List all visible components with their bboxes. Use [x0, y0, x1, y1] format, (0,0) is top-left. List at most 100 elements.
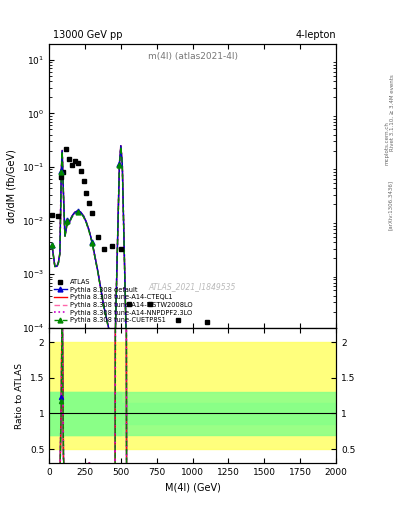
Pythia 8.308 tune-A14-CTEQL1 — [113, 339, 118, 346]
Pythia 8.308 tune-CUETP8S1 — [176, 392, 181, 398]
Pythia 8.308 tune-CUETP8S1 — [55, 264, 59, 270]
Pythia 8.308 tune-A14-NNPDPF2.3LO — [117, 161, 122, 167]
Pythia 8.308 tune-A14-MSTW2008LO — [84, 220, 89, 226]
Pythia 8.308 tune-A14-MSTW2008LO — [124, 353, 129, 359]
ATLAS — [55, 214, 60, 220]
Pythia 8.308 tune-A14-NNPDPF2.3LO — [73, 209, 77, 216]
Pythia 8.308 tune-A14-MSTW2008LO — [75, 208, 80, 215]
Pythia 8.308 default — [53, 263, 57, 269]
Pythia 8.308 tune-A14-MSTW2008LO — [107, 329, 112, 335]
Pythia 8.308 tune-A14-MSTW2008LO — [50, 242, 54, 248]
Pythia 8.308 default — [90, 239, 95, 245]
Pythia 8.308 tune-A14-NNPDPF2.3LO — [113, 340, 118, 346]
Pythia 8.308 tune-CUETP8S1 — [67, 220, 72, 226]
Pythia 8.308 default — [73, 209, 77, 215]
Pythia 8.308 default — [57, 250, 62, 256]
Pythia 8.308 tune-A14-NNPDPF2.3LO — [57, 250, 62, 257]
Bar — [49, 392, 121, 435]
Pythia 8.308 tune-A14-MSTW2008LO — [62, 233, 67, 240]
Pythia 8.308 default — [147, 373, 152, 379]
ATLAS — [87, 200, 92, 206]
Pythia 8.308 tune-A14-MSTW2008LO — [119, 143, 123, 150]
Pythia 8.308 tune-A14-MSTW2008LO — [95, 269, 100, 275]
Pythia 8.308 tune-A14-NNPDPF2.3LO — [81, 213, 86, 219]
Pythia 8.308 tune-A14-NNPDPF2.3LO — [61, 191, 66, 198]
Pythia 8.308 tune-A14-NNPDPF2.3LO — [84, 220, 89, 226]
Text: Rivet 3.1.10, ≥ 3.4M events: Rivet 3.1.10, ≥ 3.4M events — [390, 74, 393, 151]
Pythia 8.308 tune-A14-MSTW2008LO — [70, 214, 74, 220]
Pythia 8.308 tune-A14-CTEQL1 — [53, 263, 57, 269]
Pythia 8.308 tune-A14-CTEQL1 — [62, 233, 67, 239]
Pythia 8.308 tune-A14-CTEQL1 — [87, 228, 92, 234]
Text: 13000 GeV pp: 13000 GeV pp — [53, 30, 123, 40]
ATLAS — [75, 160, 80, 166]
Pythia 8.308 default — [233, 395, 238, 401]
Text: m(4l) (atlas2021-4l): m(4l) (atlas2021-4l) — [147, 52, 238, 61]
Pythia 8.308 default — [55, 263, 59, 269]
Text: mcplots.cern.ch: mcplots.cern.ch — [385, 121, 389, 165]
ATLAS — [78, 168, 83, 174]
Pythia 8.308 default — [84, 219, 89, 225]
Pythia 8.308 tune-A14-MSTW2008LO — [65, 218, 70, 224]
Pythia 8.308 default — [133, 361, 138, 367]
Pythia 8.308 tune-A14-NNPDPF2.3LO — [64, 225, 69, 231]
ATLAS — [58, 174, 63, 180]
Pythia 8.308 tune-A14-CTEQL1 — [55, 263, 59, 269]
Pythia 8.308 tune-A14-CTEQL1 — [90, 239, 95, 245]
Bar — [49, 392, 336, 435]
Pythia 8.308 tune-CUETP8S1 — [73, 210, 77, 216]
Pythia 8.308 tune-CUETP8S1 — [107, 329, 112, 335]
Pythia 8.308 tune-A14-NNPDPF2.3LO — [101, 303, 106, 309]
Pythia 8.308 default — [78, 209, 83, 215]
Text: ATLAS_2021_I1849535: ATLAS_2021_I1849535 — [149, 282, 236, 291]
Pythia 8.308 tune-CUETP8S1 — [56, 260, 61, 266]
Pythia 8.308 tune-A14-NNPDPF2.3LO — [78, 209, 83, 216]
Pythia 8.308 default — [56, 259, 61, 265]
Pythia 8.308 tune-A14-CTEQL1 — [176, 391, 181, 397]
Pythia 8.308 tune-CUETP8S1 — [190, 395, 195, 401]
ATLAS — [50, 211, 54, 218]
Pythia 8.308 tune-A14-NNPDPF2.3LO — [70, 213, 74, 219]
Pythia 8.308 tune-CUETP8S1 — [65, 222, 70, 228]
ATLAS — [101, 246, 106, 252]
ATLAS — [90, 210, 95, 216]
Pythia 8.308 tune-A14-NNPDPF2.3LO — [90, 240, 95, 246]
Pythia 8.308 tune-CUETP8S1 — [233, 395, 238, 401]
Pythia 8.308 tune-A14-CTEQL1 — [101, 303, 106, 309]
ATLAS — [61, 169, 66, 175]
Bar — [49, 342, 336, 449]
Pythia 8.308 default — [113, 339, 118, 346]
Pythia 8.308 tune-CUETP8S1 — [65, 218, 70, 224]
Pythia 8.308 tune-A14-CTEQL1 — [75, 208, 80, 214]
Pythia 8.308 tune-CUETP8S1 — [204, 395, 209, 401]
Pythia 8.308 tune-CUETP8S1 — [162, 383, 166, 390]
Pythia 8.308 tune-A14-MSTW2008LO — [113, 340, 118, 346]
Pythia 8.308 tune-A14-CTEQL1 — [59, 168, 64, 174]
Pythia 8.308 tune-A14-CTEQL1 — [50, 242, 54, 248]
Pythia 8.308 default — [190, 395, 195, 401]
Y-axis label: dσ/dM (fb/GeV): dσ/dM (fb/GeV) — [6, 149, 16, 223]
Pythia 8.308 tune-A14-CTEQL1 — [95, 268, 100, 274]
Pythia 8.308 tune-CUETP8S1 — [124, 353, 129, 359]
Pythia 8.308 tune-A14-NNPDPF2.3LO — [133, 361, 138, 368]
Pythia 8.308 tune-A14-CTEQL1 — [67, 219, 72, 225]
Pythia 8.308 default — [81, 213, 86, 219]
Pythia 8.308 tune-A14-NNPDPF2.3LO — [65, 221, 70, 227]
Legend: ATLAS, Pythia 8.308 default, Pythia 8.308 tune-A14-CTEQL1, Pythia 8.308 tune-A14: ATLAS, Pythia 8.308 default, Pythia 8.30… — [52, 278, 194, 325]
Pythia 8.308 tune-A14-NNPDPF2.3LO — [176, 391, 181, 397]
X-axis label: M(4l) (GeV): M(4l) (GeV) — [165, 483, 220, 493]
Pythia 8.308 tune-A14-CTEQL1 — [57, 250, 62, 256]
Pythia 8.308 tune-A14-CTEQL1 — [65, 217, 70, 223]
Pythia 8.308 tune-A14-NNPDPF2.3LO — [55, 263, 59, 269]
Pythia 8.308 default — [219, 395, 224, 401]
Pythia 8.308 tune-A14-MSTW2008LO — [162, 383, 166, 389]
Pythia 8.308 tune-A14-NNPDPF2.3LO — [120, 161, 125, 167]
Pythia 8.308 tune-A14-MSTW2008LO — [73, 209, 77, 216]
Pythia 8.308 tune-A14-CTEQL1 — [70, 213, 74, 219]
Pythia 8.308 tune-A14-CTEQL1 — [233, 395, 238, 401]
Pythia 8.308 tune-A14-CTEQL1 — [162, 382, 166, 389]
Pythia 8.308 tune-A14-CTEQL1 — [204, 395, 209, 401]
Pythia 8.308 tune-A14-NNPDPF2.3LO — [60, 147, 64, 154]
Pythia 8.308 tune-A14-MSTW2008LO — [55, 263, 59, 269]
Line: ATLAS: ATLAS — [50, 146, 209, 324]
